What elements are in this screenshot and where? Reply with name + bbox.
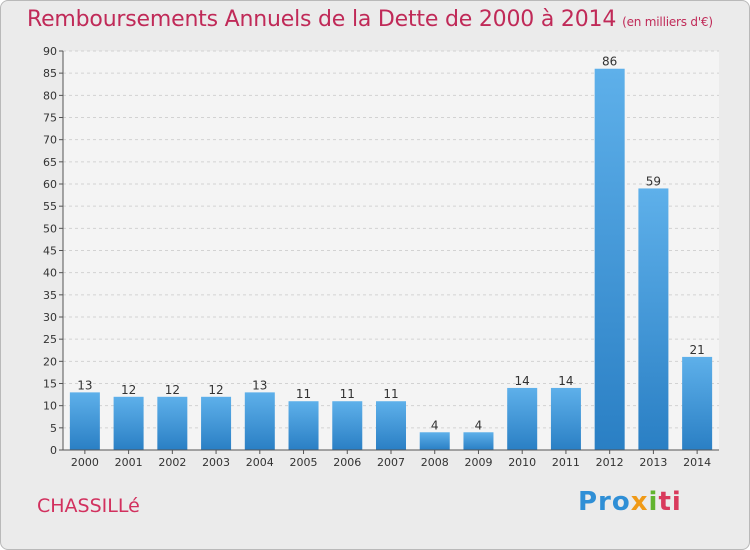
y-tick-label: 60 bbox=[43, 178, 57, 191]
bar bbox=[419, 432, 450, 450]
bar bbox=[507, 387, 538, 450]
bar bbox=[244, 392, 275, 450]
x-tick-label: 2001 bbox=[115, 456, 143, 469]
bar bbox=[69, 392, 100, 450]
y-tick-label: 10 bbox=[43, 400, 57, 413]
data-label: 4 bbox=[475, 418, 483, 432]
x-tick-label: 2010 bbox=[508, 456, 536, 469]
y-tick-label: 90 bbox=[43, 45, 57, 58]
y-tick-label: 0 bbox=[50, 444, 57, 457]
data-label: 14 bbox=[558, 374, 573, 388]
data-label: 11 bbox=[383, 387, 398, 401]
bar bbox=[113, 396, 144, 450]
bar bbox=[157, 396, 188, 450]
y-tick-label: 5 bbox=[50, 422, 57, 435]
bar bbox=[682, 356, 713, 450]
y-tick-label: 45 bbox=[43, 245, 57, 258]
x-tick-label: 2003 bbox=[202, 456, 230, 469]
x-tick-label: 2008 bbox=[421, 456, 449, 469]
logo-part-4: ti bbox=[658, 487, 682, 517]
bar bbox=[376, 401, 406, 450]
x-tick-label: 2000 bbox=[71, 456, 99, 469]
data-label: 12 bbox=[208, 383, 223, 397]
bar bbox=[463, 432, 494, 450]
x-tick-label: 2006 bbox=[333, 456, 361, 469]
bar bbox=[288, 401, 319, 450]
y-tick-label: 35 bbox=[43, 289, 57, 302]
x-tick-label: 2013 bbox=[639, 456, 667, 469]
y-axis: 0 5 10 15 20 25 30 35 40 45 50 55 60 65 70 75 80 85 90 bbox=[43, 45, 64, 457]
bar bbox=[201, 396, 232, 450]
data-label: 86 bbox=[602, 55, 617, 69]
y-tick-label: 15 bbox=[43, 378, 57, 391]
x-tick-label: 2011 bbox=[552, 456, 580, 469]
x-tick-label: 2009 bbox=[464, 456, 492, 469]
x-axis: 2000 2001 2002 2003 2004 2005 2006 2007 2008 2009… bbox=[63, 449, 719, 469]
x-tick-label: 2004 bbox=[246, 456, 274, 469]
y-tick-label: 30 bbox=[43, 311, 57, 324]
y-tick-label: 65 bbox=[43, 156, 57, 169]
bar bbox=[550, 387, 581, 450]
data-label: 21 bbox=[689, 343, 704, 357]
data-label: 11 bbox=[340, 387, 355, 401]
data-label: 13 bbox=[252, 378, 267, 392]
logo-part-1: Pro bbox=[578, 487, 631, 517]
x-tick-label: 2002 bbox=[158, 456, 186, 469]
bar bbox=[638, 188, 669, 450]
y-tick-label: 55 bbox=[43, 200, 57, 213]
y-tick-label: 50 bbox=[43, 222, 57, 235]
bar bbox=[332, 401, 363, 450]
y-tick-label: 85 bbox=[43, 67, 57, 80]
x-tick-label: 2007 bbox=[377, 456, 405, 469]
data-label: 12 bbox=[165, 383, 180, 397]
logo-part-3: i bbox=[648, 487, 659, 517]
data-label: 11 bbox=[296, 387, 311, 401]
proxiti-logo: Proxiti bbox=[578, 487, 682, 517]
x-tick-label: 2012 bbox=[596, 456, 624, 469]
logo-part-2: x bbox=[630, 487, 649, 517]
bars: 13 12 12 12 13 11 11 11 4 4 14 14 86 59 21 bbox=[69, 55, 713, 450]
data-label: 13 bbox=[77, 378, 92, 392]
y-tick-label: 20 bbox=[43, 355, 57, 368]
data-label: 59 bbox=[646, 174, 661, 188]
bar bbox=[594, 68, 625, 450]
commune-name: CHASSILLé bbox=[37, 495, 140, 517]
y-tick-label: 25 bbox=[43, 333, 57, 346]
chart-title-text: Remboursements Annuels de la Dette de 20… bbox=[27, 7, 617, 32]
x-tick-label: 2005 bbox=[290, 456, 318, 469]
y-tick-label: 75 bbox=[43, 112, 57, 125]
data-label: 12 bbox=[121, 383, 136, 397]
chart-title: Remboursements Annuels de la Dette de 20… bbox=[27, 7, 713, 32]
y-tick-label: 80 bbox=[43, 89, 57, 102]
chart-unit: (en milliers d'€) bbox=[622, 15, 713, 29]
data-label: 14 bbox=[515, 374, 530, 388]
y-tick-label: 40 bbox=[43, 267, 57, 280]
x-tick-label: 2014 bbox=[683, 456, 711, 469]
y-tick-label: 70 bbox=[43, 134, 57, 147]
data-label: 4 bbox=[431, 418, 439, 432]
